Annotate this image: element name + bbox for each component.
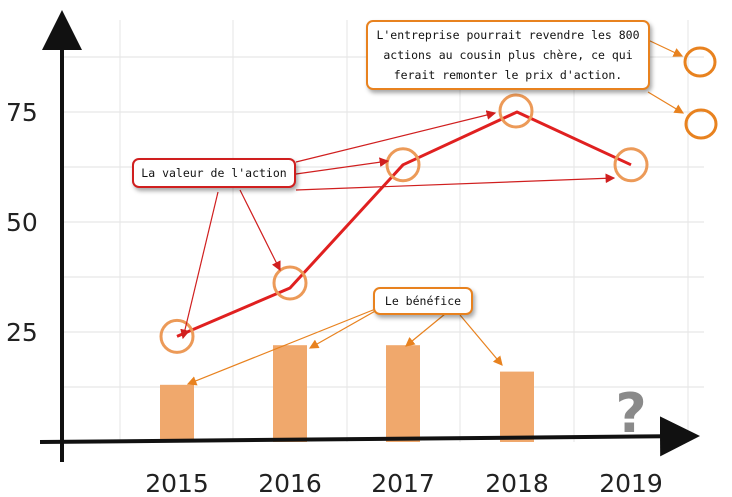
y-tick-label: 50 (6, 208, 38, 237)
profit-arrow-3 (459, 314, 503, 366)
profit-arrow-0 (186, 307, 379, 386)
bar-2017 (386, 345, 420, 442)
grid-lines (62, 20, 704, 442)
highlight-circle-2015 (159, 318, 195, 354)
x-axis (39, 416, 700, 457)
highlight-circle-2019 (613, 147, 649, 183)
callout-share-value: La valeur de l'action (132, 158, 296, 188)
y-tick-label: 75 (6, 98, 38, 127)
x-tick-label-2016: 2016 (258, 469, 322, 497)
callout-arrows (180, 39, 685, 386)
y-tick-labels: 25 50 75 (6, 98, 38, 347)
bar-series (160, 345, 534, 442)
x-tick-label-2015: 2015 (145, 469, 209, 497)
x-tick-label-2017: 2017 (371, 469, 435, 497)
callout-note: L'entreprise pourrait revendre les 800 a… (366, 20, 650, 90)
value-arrow-1 (295, 157, 390, 175)
axes (39, 10, 700, 462)
profit-arrow-4 (647, 39, 684, 57)
missing-value-marker: ? (615, 382, 646, 445)
profit-arrow-2 (405, 313, 446, 347)
x-tick-label-2018: 2018 (485, 469, 549, 497)
highlight-circle-2016 (272, 265, 308, 301)
bar-2015 (160, 384, 194, 442)
highlight-circle-2018 (498, 93, 534, 129)
share-value-line (176, 110, 632, 338)
value-arrow-4 (239, 189, 281, 272)
value-arrow-2 (295, 173, 616, 191)
value-arrow-0 (295, 110, 497, 163)
callout-profit: Le bénéfice (373, 287, 473, 315)
y-tick-label: 25 (6, 318, 38, 347)
line-series (176, 110, 632, 338)
value-arrow-3 (180, 191, 219, 340)
profit-arrow-1 (308, 305, 385, 349)
profit-arrow-5 (647, 91, 685, 114)
x-tick-label-2019: 2019 (599, 469, 663, 497)
bar-2018 (500, 371, 534, 442)
note-circle-2 (684, 108, 718, 140)
x-tick-labels: 2015 2016 2017 2018 2019 (145, 469, 663, 497)
bar-2016 (273, 345, 307, 442)
note-circle-1 (683, 46, 717, 78)
